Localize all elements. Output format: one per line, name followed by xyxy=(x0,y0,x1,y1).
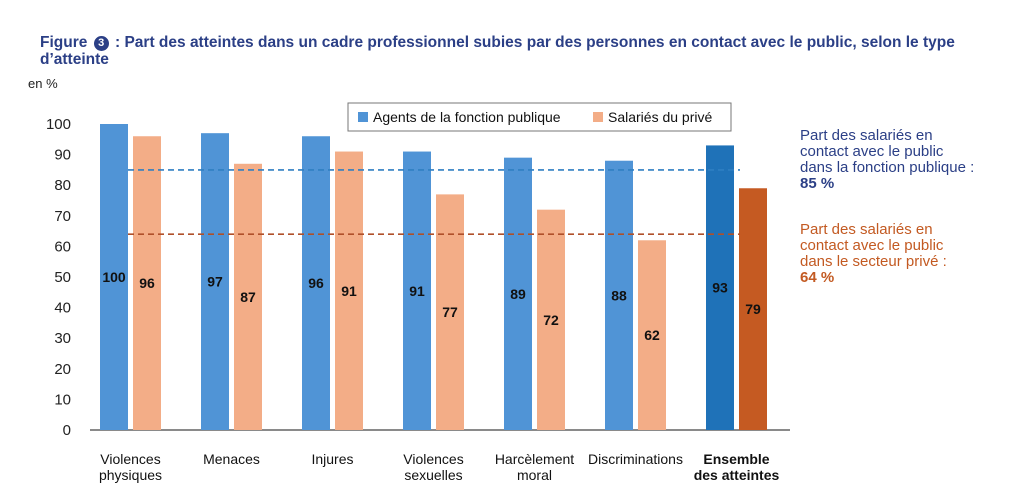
y-tick-label: 50 xyxy=(54,269,71,286)
x-category-label: physiques xyxy=(99,467,162,483)
y-tick-label: 10 xyxy=(54,391,71,408)
note-private-value: 64 % xyxy=(800,269,835,286)
y-tick-label: 90 xyxy=(54,147,71,164)
bar-value-label: 77 xyxy=(442,304,458,320)
bar-value-label: 87 xyxy=(240,289,256,305)
bar-value-label: 100 xyxy=(102,269,126,285)
figure-title-text: : Part des atteintes dans un cadre profe… xyxy=(40,34,955,68)
note-private-text: Part des salariés en contact avec le pub… xyxy=(800,221,947,270)
note-public-value: 85 % xyxy=(800,175,835,192)
legend-swatch xyxy=(593,112,603,122)
legend-label: Agents de la fonction publique xyxy=(373,109,561,125)
note-public-sector: Part des salariés en contact avec le pub… xyxy=(800,128,975,192)
bar xyxy=(100,124,128,430)
bar-value-label: 89 xyxy=(510,286,526,302)
figure-number-badge: 3 xyxy=(93,36,109,51)
x-category-label: Ensemble xyxy=(703,451,769,467)
bar xyxy=(335,151,363,431)
y-tick-label: 40 xyxy=(54,300,71,317)
x-category-label: Violences xyxy=(100,451,160,467)
y-tick-label: 0 xyxy=(63,422,71,439)
bar-value-label: 91 xyxy=(341,283,357,299)
x-category-label: Discriminations xyxy=(588,451,683,467)
chart-title: Figure 3 : Part des atteintes dans un ca… xyxy=(40,34,1000,68)
bar-value-label: 96 xyxy=(308,275,324,291)
bar xyxy=(638,240,666,430)
bar xyxy=(537,209,565,430)
bar xyxy=(302,136,330,431)
y-tick-label: 70 xyxy=(54,208,71,225)
bar-value-label: 96 xyxy=(139,275,155,291)
x-category-label: Harcèlement xyxy=(495,451,574,467)
bar xyxy=(504,157,532,430)
y-tick-label: 30 xyxy=(54,330,71,347)
y-tick-label: 60 xyxy=(54,238,71,255)
bar-value-label: 72 xyxy=(543,312,559,328)
y-tick-label: 100 xyxy=(46,116,71,133)
bar xyxy=(201,133,229,430)
bar-value-label: 97 xyxy=(207,274,223,290)
bar-value-label: 79 xyxy=(745,301,761,317)
x-category-label: des atteintes xyxy=(694,467,780,483)
figure-label: Figure xyxy=(40,34,88,51)
bar xyxy=(403,151,431,431)
bar-value-label: 91 xyxy=(409,283,425,299)
bar xyxy=(234,163,262,430)
bar xyxy=(739,188,767,430)
x-category-label: moral xyxy=(517,467,552,483)
legend-swatch xyxy=(358,112,368,122)
legend-label: Salariés du privé xyxy=(608,109,712,125)
bar xyxy=(605,160,633,430)
bar-value-label: 88 xyxy=(611,287,627,303)
note-public-text: Part des salariés en contact avec le pub… xyxy=(800,127,975,176)
bar-value-label: 93 xyxy=(712,280,728,296)
bar-value-label: 62 xyxy=(644,327,660,343)
x-category-label: Injures xyxy=(311,451,353,467)
x-category-label: sexuelles xyxy=(404,467,462,483)
y-tick-label: 80 xyxy=(54,177,71,194)
x-category-label: Violences xyxy=(403,451,463,467)
note-private-sector: Part des salariés en contact avec le pub… xyxy=(800,222,960,286)
x-category-label: Menaces xyxy=(203,451,260,467)
bar xyxy=(706,145,734,431)
bar xyxy=(133,136,161,431)
y-unit-label: en % xyxy=(28,76,58,91)
y-tick-label: 20 xyxy=(54,361,71,378)
legend-box xyxy=(347,102,732,132)
